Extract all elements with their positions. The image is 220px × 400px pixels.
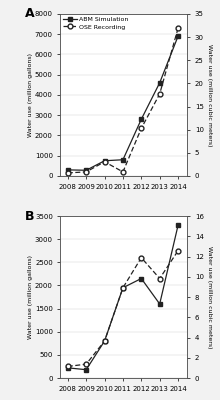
OSE Recording xyxy=(85,170,88,174)
OSE Recording xyxy=(103,338,106,343)
ABM Simulation xyxy=(122,285,124,290)
Y-axis label: Water use (million cubic meters): Water use (million cubic meters) xyxy=(207,246,212,348)
Y-axis label: Water use (million gallons): Water use (million gallons) xyxy=(28,53,33,137)
OSE Recording xyxy=(158,276,161,281)
ABM Simulation xyxy=(140,276,143,281)
OSE Recording xyxy=(158,92,161,96)
OSE Recording xyxy=(122,285,124,290)
ABM Simulation xyxy=(122,157,124,162)
Line: ABM Simulation: ABM Simulation xyxy=(66,223,180,372)
Line: ABM Simulation: ABM Simulation xyxy=(66,34,180,172)
Y-axis label: Water use (million gallons): Water use (million gallons) xyxy=(28,255,33,339)
ABM Simulation xyxy=(85,168,88,173)
Line: OSE Recording: OSE Recording xyxy=(65,26,180,175)
Text: B: B xyxy=(25,210,35,222)
Line: OSE Recording: OSE Recording xyxy=(65,248,180,369)
OSE Recording xyxy=(103,159,106,164)
ABM Simulation xyxy=(85,367,88,372)
OSE Recording xyxy=(140,126,143,131)
Y-axis label: Water use (million cubic meters): Water use (million cubic meters) xyxy=(207,44,212,146)
OSE Recording xyxy=(122,170,124,174)
Text: A: A xyxy=(25,8,35,20)
OSE Recording xyxy=(85,362,88,366)
ABM Simulation xyxy=(158,80,161,85)
ABM Simulation xyxy=(103,338,106,343)
ABM Simulation xyxy=(177,34,179,39)
ABM Simulation xyxy=(66,168,69,172)
OSE Recording xyxy=(66,364,69,369)
ABM Simulation xyxy=(177,223,179,228)
OSE Recording xyxy=(177,248,179,253)
OSE Recording xyxy=(66,170,69,175)
ABM Simulation xyxy=(103,158,106,163)
OSE Recording xyxy=(140,255,143,260)
ABM Simulation xyxy=(158,302,161,306)
Legend: ABM Simulation, OSE Recording: ABM Simulation, OSE Recording xyxy=(62,16,129,30)
OSE Recording xyxy=(177,26,179,30)
ABM Simulation xyxy=(66,366,69,370)
ABM Simulation xyxy=(140,117,143,122)
